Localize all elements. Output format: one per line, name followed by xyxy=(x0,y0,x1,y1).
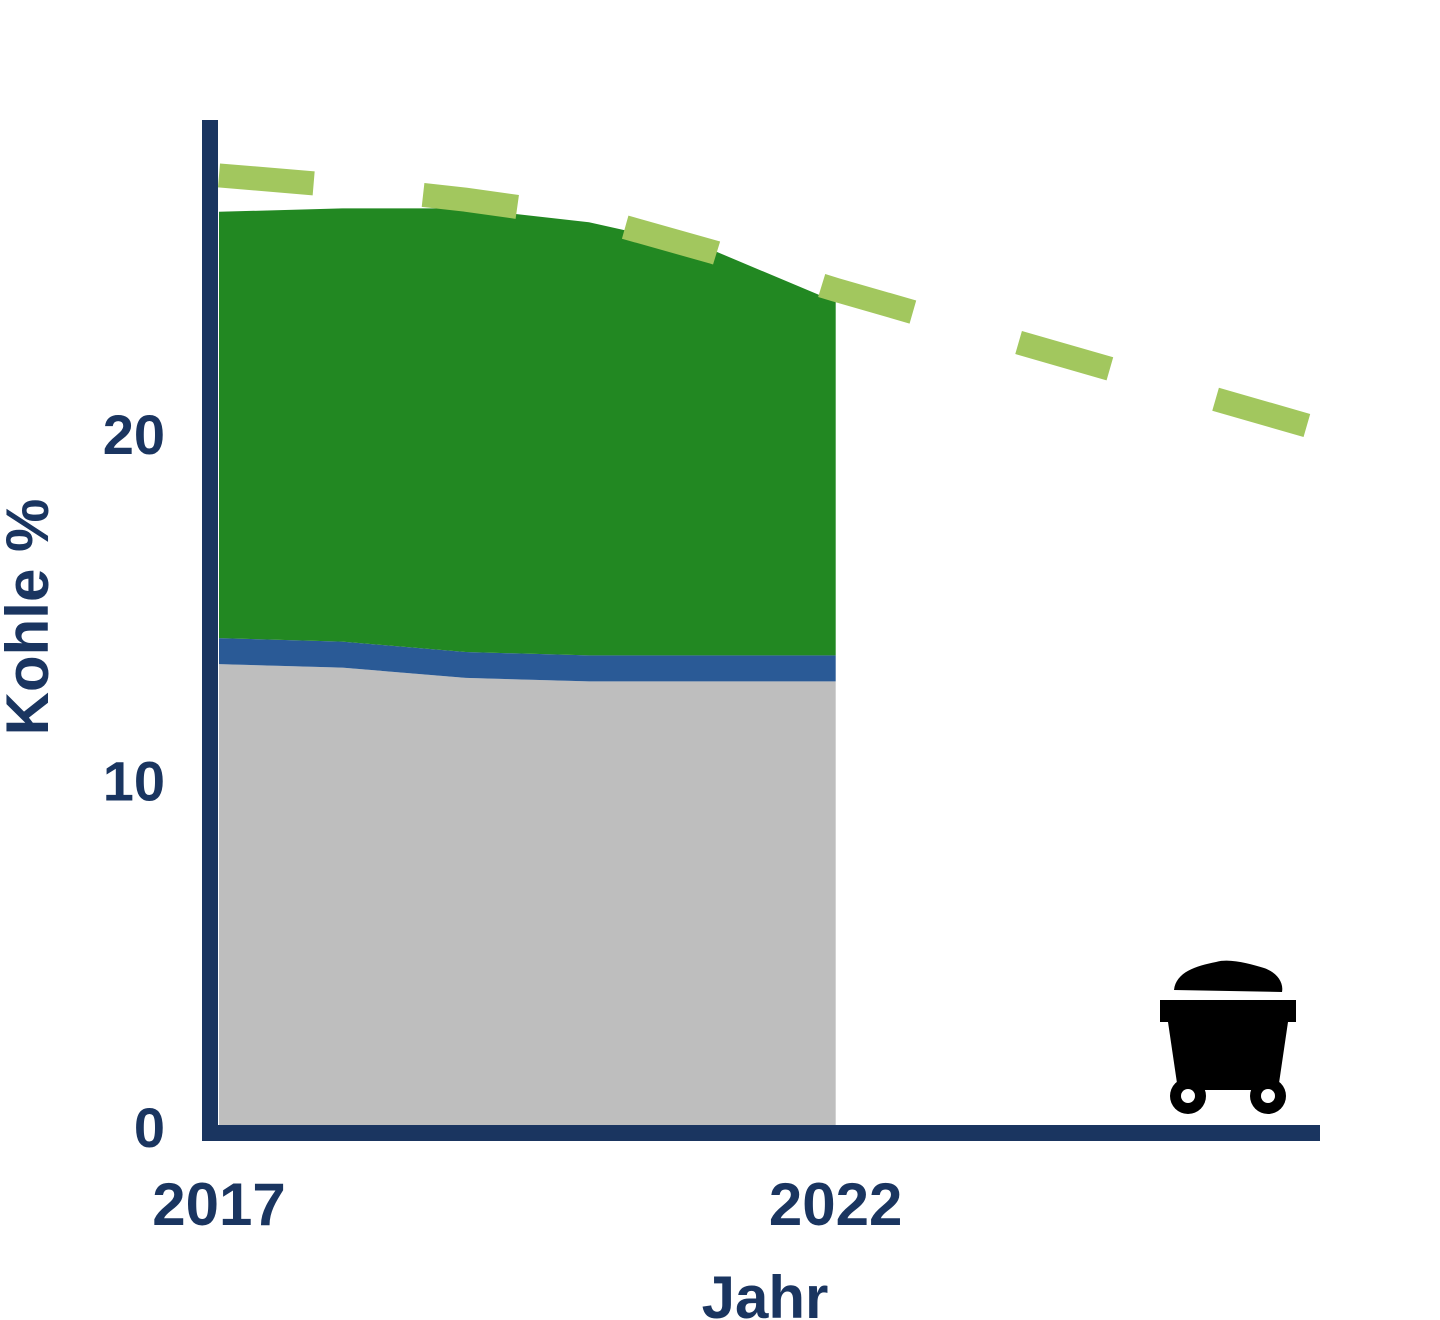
area-gray xyxy=(219,664,836,1125)
tick-labels: 0 10 20 2017 2022 xyxy=(103,403,903,1238)
y-tick-label-20: 20 xyxy=(103,403,165,466)
y-tick-label-10: 10 xyxy=(103,749,165,812)
x-axis-label: Jahr xyxy=(702,1264,829,1320)
cart-wheel-left-hub xyxy=(1181,1089,1195,1103)
y-tick-label-0: 0 xyxy=(134,1096,165,1159)
coal-cart-icon xyxy=(1160,960,1296,1114)
target-line-group xyxy=(217,163,1333,444)
area-blue xyxy=(219,638,836,682)
cart-rim xyxy=(1160,1000,1296,1022)
x-tick-label-2017: 2017 xyxy=(152,1171,285,1238)
cart-wheel-right-hub xyxy=(1261,1089,1275,1103)
axes xyxy=(202,120,1320,1141)
coal-pile xyxy=(1174,960,1283,992)
cart-body xyxy=(1168,1022,1288,1090)
area-green xyxy=(219,208,836,656)
x-tick-label-2022: 2022 xyxy=(769,1171,902,1238)
target-line xyxy=(217,163,1333,444)
stacked-areas xyxy=(219,208,836,1125)
y-axis-label: Kohle % xyxy=(0,499,61,736)
